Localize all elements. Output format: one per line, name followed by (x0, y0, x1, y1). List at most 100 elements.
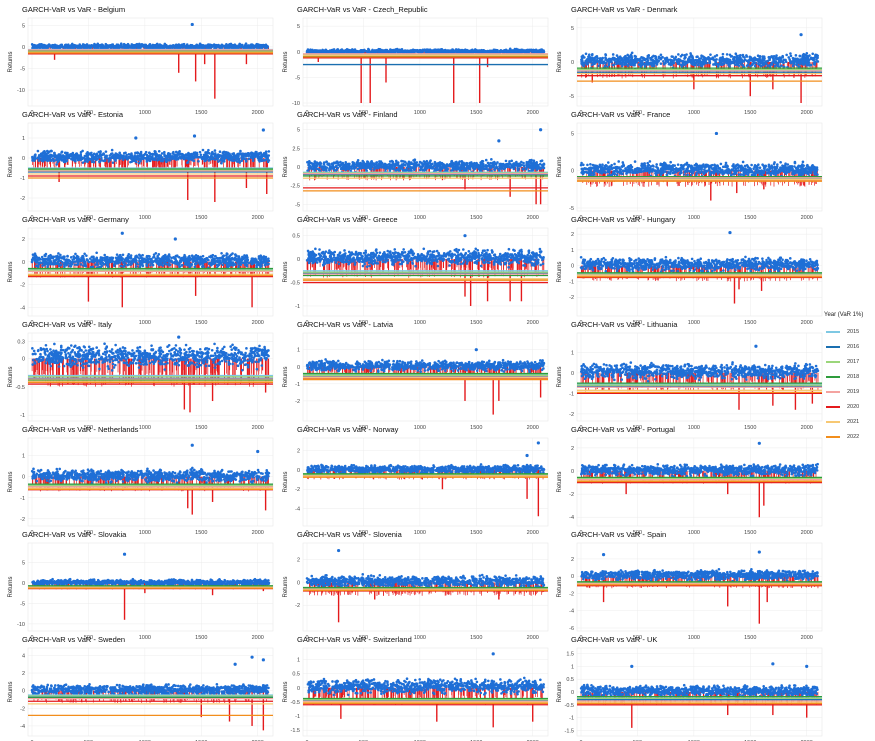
return-point (762, 56, 765, 60)
return-point (178, 149, 181, 153)
return-point (71, 155, 74, 158)
return-point (787, 56, 791, 59)
return-point (215, 156, 219, 159)
return-point (38, 158, 41, 161)
return-point (355, 50, 358, 54)
return-point (218, 150, 222, 154)
return-point (216, 45, 220, 48)
y-tick-label: -2.5 (291, 184, 300, 190)
return-point (194, 44, 197, 48)
return-point (81, 149, 84, 153)
return-point (474, 49, 477, 52)
return-point (785, 53, 788, 57)
return-point (419, 50, 423, 54)
x-tick-label: 500 (84, 110, 93, 116)
return-point (794, 54, 798, 57)
return-point (90, 159, 94, 162)
return-point (700, 54, 703, 57)
return-point (596, 60, 599, 63)
return-point (770, 55, 774, 59)
return-point (542, 50, 546, 53)
return-point (309, 49, 313, 53)
return-point (602, 60, 606, 63)
return-point (709, 53, 712, 56)
return-point (251, 153, 254, 157)
return-point (219, 45, 222, 49)
y-tick-label: 2.5 (292, 146, 300, 152)
return-point (110, 148, 114, 152)
return-point (51, 43, 54, 47)
return-point (479, 50, 482, 54)
return-point (796, 57, 799, 61)
return-point (377, 50, 381, 54)
return-point (264, 150, 268, 153)
return-point (732, 55, 736, 59)
return-point (43, 151, 47, 155)
return-point (230, 43, 234, 47)
return-point (580, 59, 584, 62)
return-point (227, 46, 230, 49)
chart-title: GARCH-VaR vs VaR - Czech_Republic (297, 5, 428, 14)
return-point (231, 159, 234, 162)
return-point (95, 153, 99, 157)
return-point (241, 152, 245, 155)
return-point (181, 43, 185, 46)
return-point (88, 44, 91, 47)
return-point (159, 45, 163, 49)
return-point (683, 57, 686, 60)
x-tick-label: 1500 (195, 215, 207, 221)
return-point (594, 55, 598, 59)
return-point (132, 45, 135, 49)
return-point (145, 45, 149, 48)
return-point (464, 48, 468, 52)
return-point (172, 150, 175, 154)
return-point (509, 50, 513, 53)
return-point (597, 64, 600, 68)
return-point (91, 44, 94, 48)
return-point (84, 44, 87, 47)
return-point (187, 46, 191, 50)
y-tick-label: 0 (22, 45, 25, 51)
return-point-outlier (799, 33, 803, 37)
return-point (697, 58, 701, 62)
return-point (587, 56, 591, 60)
return-point (224, 45, 228, 48)
y-tick-label: 5 (297, 24, 300, 30)
chart-title: GARCH-VaR vs VaR - Finland (297, 110, 398, 119)
return-point (151, 152, 154, 156)
x-tick-label: 1500 (470, 215, 482, 221)
return-point (664, 61, 667, 65)
return-point (585, 63, 589, 66)
return-point (514, 50, 518, 54)
y-axis-label: Returns (283, 51, 289, 72)
x-tick-label: 2000 (527, 215, 539, 221)
return-point (708, 61, 711, 65)
return-point (620, 62, 624, 65)
return-point (766, 64, 770, 67)
return-point (76, 153, 79, 157)
return-point (696, 63, 700, 67)
return-point (234, 159, 237, 162)
return-point (382, 50, 385, 53)
return-point (220, 161, 223, 165)
return-point (611, 53, 615, 56)
return-point (748, 56, 752, 60)
return-point (599, 57, 602, 60)
return-point (77, 155, 81, 159)
return-point (669, 63, 672, 67)
return-point (587, 59, 591, 63)
return-point (782, 58, 786, 62)
return-point (590, 53, 594, 57)
return-point (52, 46, 55, 49)
y-axis-label: Returns (8, 156, 14, 177)
return-point (38, 44, 41, 48)
return-point (198, 150, 202, 154)
return-point (781, 54, 784, 58)
return-point (262, 159, 265, 162)
return-point (98, 160, 101, 163)
x-tick-label: 1000 (688, 110, 700, 116)
return-point (55, 163, 58, 166)
return-point (714, 62, 717, 65)
return-point (75, 45, 79, 48)
